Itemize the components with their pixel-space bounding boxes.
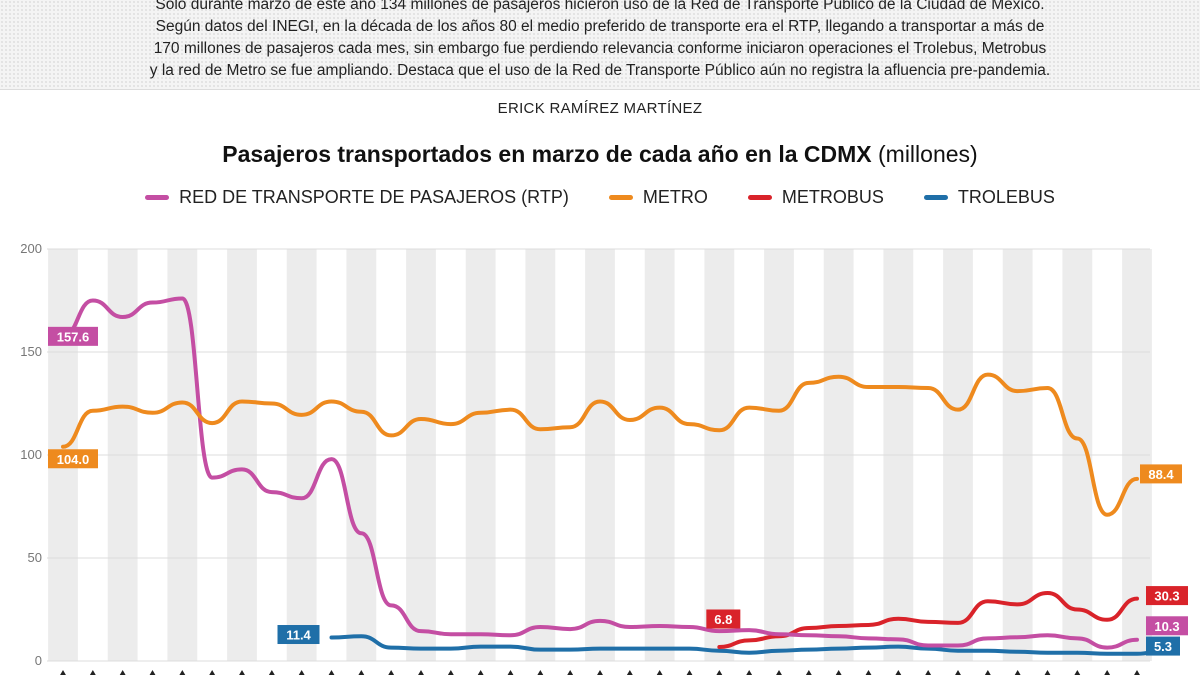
value-label-rtp-end-box — [1146, 616, 1188, 636]
x-tick-marker — [984, 670, 991, 675]
line-chart: 0 50 100 150 200 157.6 104.0 11.4 6.8 88.4 30.3 10.… — [20, 241, 1188, 675]
x-tick-marker — [298, 670, 305, 675]
x-tick-marker — [89, 670, 96, 675]
legend-item-rtp: RED DE TRANSPORTE DE PASAJEROS (RTP) — [145, 187, 569, 208]
legend-swatch-metrobus — [747, 195, 772, 200]
x-tick-marker — [209, 670, 216, 675]
value-label-rtp-start-box — [48, 326, 98, 346]
author-byline: ERICK RAMÍREZ MARTÍNEZ — [497, 100, 703, 117]
value-label-metrobus-start-box — [706, 609, 741, 629]
y-tick-label: 100 — [20, 447, 42, 462]
value-label-trolebus-start: 11.4 — [286, 628, 311, 643]
x-tick-marker — [268, 670, 275, 675]
intro-line: Sólo durante marzo de este año 134 millo… — [155, 0, 1045, 13]
x-tick-marker — [149, 670, 156, 675]
x-tick-marker — [656, 670, 663, 675]
x-tick-marker — [567, 670, 574, 675]
x-tick-marker — [865, 670, 872, 675]
x-tick-marker — [388, 670, 395, 675]
legend-swatch-trolebus — [923, 195, 948, 200]
legend-swatch-rtp — [145, 195, 170, 200]
x-tick-marker — [1074, 670, 1081, 675]
legend-item-metro: METRO — [608, 187, 708, 208]
x-tick-marker — [746, 670, 753, 675]
x-tick-marker — [179, 670, 186, 675]
intro-paragraph: Sólo durante marzo de este año 134 millo… — [120, 0, 1080, 82]
intro-background — [0, 0, 1200, 90]
series-line-trolebus — [329, 634, 1169, 656]
legend-label-metro: METRO — [642, 187, 708, 207]
x-tick-marker — [925, 670, 932, 675]
x-tick-marker — [358, 670, 365, 675]
x-tick-marker — [1134, 670, 1140, 675]
y-tick-label: 0 — [35, 653, 42, 668]
x-tick-marker — [1104, 670, 1111, 675]
x-tick-marker — [955, 670, 961, 675]
x-tick-marker — [805, 670, 812, 675]
x-tick-marker — [537, 670, 544, 675]
legend-label-rtp: RED DE TRANSPORTE DE PASAJEROS (RTP) — [179, 187, 569, 207]
legend-item-metrobus: METROBUS — [747, 187, 884, 208]
x-tick-marker — [626, 670, 633, 675]
chart-title-text: Pasajeros transportados en marzo de cada… — [222, 141, 872, 167]
intro-line: y la red de Metro se fue ampliando. Dest… — [149, 62, 1051, 79]
x-tick-marker — [597, 670, 603, 675]
value-label-metro-end-box — [1140, 464, 1182, 484]
value-label-trolebus-end: 5.3 — [1154, 639, 1172, 654]
intro-line: 170 millones de pasajeros cada mes, sin … — [153, 40, 1047, 57]
x-tick-marker — [447, 670, 454, 675]
value-label-metrobus-end-box — [1146, 586, 1188, 606]
x-tick-marker — [418, 670, 424, 675]
x-tick-marker — [328, 670, 335, 675]
series-line-rtp — [61, 296, 1139, 650]
value-label-metro-start-box — [48, 449, 98, 469]
chart-legend: RED DE TRANSPORTE DE PASAJEROS (RTP) MET… — [0, 187, 1200, 208]
legend-item-trolebus: TROLEBUS — [923, 187, 1055, 208]
divider — [0, 89, 1200, 90]
y-tick-label: 150 — [20, 344, 42, 359]
value-label-metro-start: 104.0 — [57, 452, 90, 467]
y-tick-label: 50 — [28, 550, 42, 565]
value-label-metro-end: 88.4 — [1148, 467, 1174, 482]
x-tick-marker — [239, 670, 245, 675]
x-tick-marker — [835, 670, 842, 675]
value-label-trolebus-end-box — [1146, 636, 1180, 656]
x-tick-marker — [119, 670, 126, 675]
legend-label-metrobus: METROBUS — [781, 187, 884, 207]
x-tick-marker — [895, 670, 902, 675]
intro-line: Según datos del INEGI, en la década de l… — [155, 18, 1045, 35]
legend-swatch-metro — [608, 195, 633, 200]
legend-label-trolebus: TROLEBUS — [957, 187, 1055, 207]
series-line-metro — [61, 372, 1139, 517]
x-tick-marker — [60, 670, 66, 675]
value-label-trolebus-start-box — [277, 625, 320, 645]
x-tick-marker — [507, 670, 514, 675]
x-tick-marker — [686, 670, 693, 675]
x-tick-marker — [1044, 670, 1051, 675]
x-tick-marker — [477, 670, 484, 675]
x-tick-marker — [716, 670, 723, 675]
value-label-metrobus-start: 6.8 — [714, 612, 732, 627]
x-tick-marker — [776, 670, 782, 675]
x-tick-marker — [1014, 670, 1021, 675]
value-label-rtp-end: 10.3 — [1154, 619, 1179, 634]
value-label-rtp-start: 157.6 — [57, 329, 90, 344]
chart-title: Pasajeros transportados en marzo de cada… — [0, 141, 1200, 168]
chart-title-unit: (millones) — [878, 141, 978, 167]
value-label-metrobus-end: 30.3 — [1154, 589, 1179, 604]
y-tick-label: 200 — [20, 241, 42, 256]
